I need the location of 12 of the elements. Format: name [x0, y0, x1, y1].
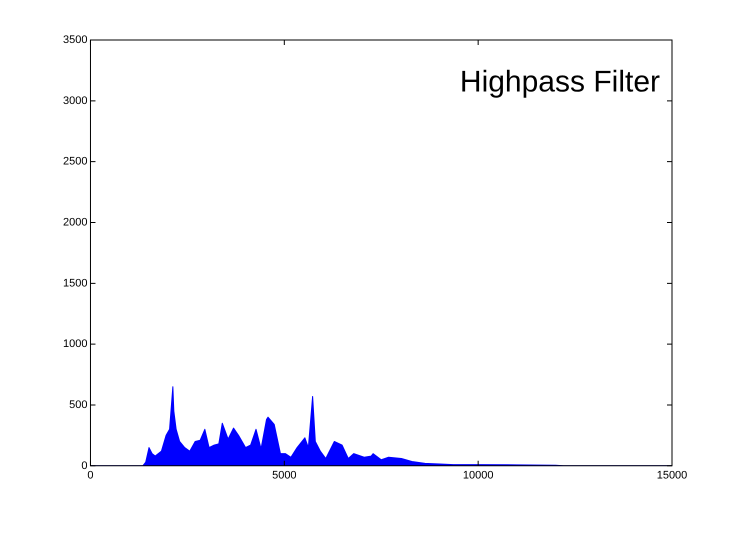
y-tick-label: 1000 [62, 338, 88, 350]
x-tick-label: 15000 [656, 469, 688, 482]
y-tick-label: 3500 [62, 34, 88, 46]
y-tick-label: 3000 [62, 94, 88, 107]
y-tick-label: 500 [69, 399, 88, 412]
y-tick-label: 2000 [62, 216, 88, 229]
y-tick-label: 2500 [62, 156, 88, 168]
y-tick-label: 0 [81, 460, 88, 472]
x-tick-label: 10000 [462, 469, 494, 482]
y-tick-label: 1500 [62, 277, 88, 290]
x-tick-label: 5000 [272, 469, 297, 482]
annotation: Highpass Filter [460, 65, 660, 98]
